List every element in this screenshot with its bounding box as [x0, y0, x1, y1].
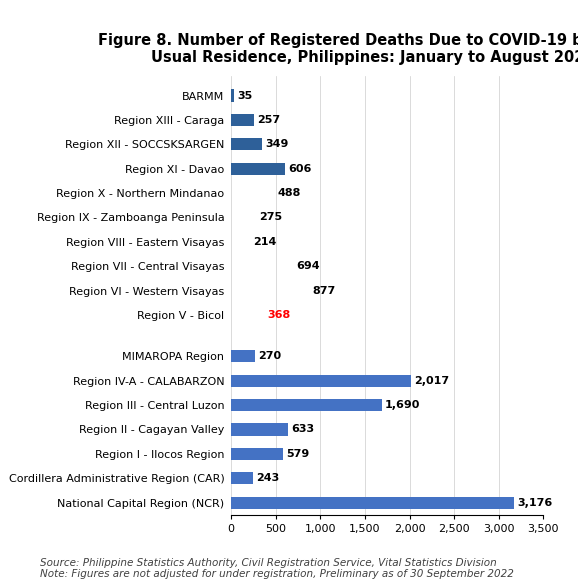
Text: 349: 349: [265, 139, 289, 149]
Bar: [231, 472, 253, 484]
Bar: [231, 90, 234, 102]
Bar: [231, 424, 288, 436]
Title: Figure 8. Number of Registered Deaths Due to COVID-19 by Region of
Usual Residen: Figure 8. Number of Registered Deaths Du…: [98, 33, 578, 65]
Text: 214: 214: [253, 237, 277, 247]
Bar: [231, 350, 255, 363]
Bar: [231, 399, 382, 411]
Bar: [231, 448, 283, 460]
Text: 633: 633: [291, 425, 314, 435]
Text: 35: 35: [238, 91, 253, 101]
Text: 257: 257: [257, 115, 280, 125]
Bar: [231, 374, 411, 387]
Text: 1,690: 1,690: [385, 400, 420, 410]
Text: 606: 606: [288, 164, 312, 174]
Text: 488: 488: [278, 188, 301, 198]
Text: 579: 579: [286, 449, 309, 459]
Bar: [231, 163, 285, 175]
Bar: [231, 114, 254, 126]
Text: 243: 243: [256, 473, 279, 483]
Bar: [231, 138, 262, 150]
Text: Source: Philippine Statistics Authority, Civil Registration Service, Vital Stati: Source: Philippine Statistics Authority,…: [40, 558, 514, 579]
Bar: [231, 497, 514, 509]
Text: 275: 275: [259, 212, 282, 222]
Text: 3,176: 3,176: [517, 498, 553, 508]
Text: 694: 694: [296, 261, 320, 271]
Text: 270: 270: [258, 352, 281, 362]
Text: 2,017: 2,017: [414, 376, 449, 386]
Text: 368: 368: [267, 310, 290, 320]
Text: 877: 877: [313, 285, 336, 295]
